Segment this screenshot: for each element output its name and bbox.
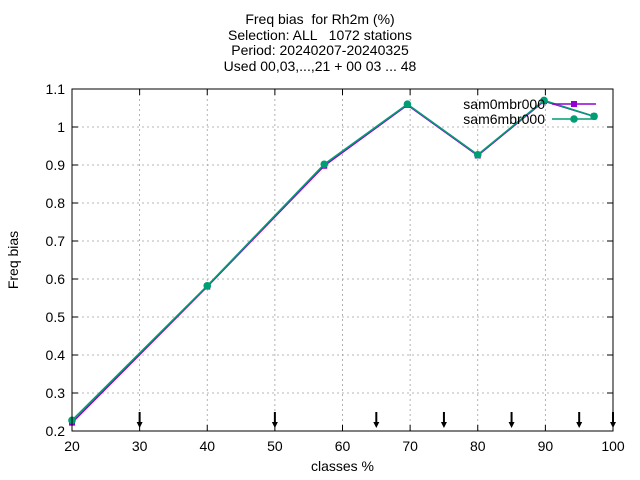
legend-marker <box>570 115 578 123</box>
title-line-4: Used 00,03,...,21 + 00 03 ... 48 <box>223 57 417 74</box>
y-tick-label: 0.8 <box>46 195 66 211</box>
x-tick-label: 30 <box>132 438 148 454</box>
y-tick-label: 0.5 <box>46 309 66 325</box>
chart-title: Freq bias for Rh2m (%) Selection: ALL 10… <box>0 11 640 74</box>
x-tick-label: 20 <box>64 438 80 454</box>
series-line <box>71 100 595 424</box>
series-point <box>473 150 482 159</box>
series-point <box>203 282 212 290</box>
series-point <box>320 160 329 169</box>
y-tick-label: 0.3 <box>46 385 66 401</box>
x-tick-label: 90 <box>538 438 554 454</box>
x-tick-label: 50 <box>267 438 283 454</box>
y-tick-label: 0.4 <box>46 347 66 363</box>
ticks: 20 30 40 50 60 70 80 90 100 0.2 0.3 0.4 0.5 0.6 0.7 0.8… <box>46 81 625 454</box>
x-tick-label: 100 <box>601 438 625 454</box>
legend-label: sam6mbr000 <box>463 111 545 127</box>
series-point <box>540 96 548 105</box>
x-tick-label: 40 <box>199 438 215 454</box>
class-marker-arrowhead <box>136 422 143 428</box>
grid <box>72 89 613 431</box>
series <box>68 96 598 426</box>
y-tick-label: 0.6 <box>46 271 66 287</box>
x-tick-label: 70 <box>402 438 418 454</box>
class-marker-arrowhead <box>508 422 515 428</box>
legend-label: sam0mbr000 <box>463 96 545 112</box>
series-line <box>71 99 595 421</box>
plot-frame <box>71 88 614 432</box>
legend-marker <box>571 101 577 107</box>
title-line-1: Freq bias for Rh2m (%) <box>245 11 395 27</box>
y-tick-label: 0.7 <box>46 233 66 249</box>
class-markers <box>136 412 616 428</box>
class-marker-arrowhead <box>373 422 380 428</box>
y-tick-label: 0.2 <box>46 423 66 439</box>
x-axis-label: classes % <box>311 458 374 474</box>
title-line-2: Selection: ALL 1072 stations <box>228 26 412 43</box>
class-marker-arrowhead <box>440 422 447 428</box>
class-marker-arrowhead <box>271 422 278 428</box>
y-tick-label: 1.1 <box>46 81 66 97</box>
title-line-3: Period: 20240207-20240325 <box>231 42 409 58</box>
y-axis-label: Freq bias <box>5 231 21 289</box>
y-tick-label: 1 <box>57 119 65 135</box>
x-tick-label: 80 <box>470 438 486 454</box>
x-tick-label: 60 <box>335 438 351 454</box>
class-marker-arrowhead <box>576 422 583 428</box>
series-point <box>403 100 412 108</box>
y-tick-label: 0.9 <box>46 157 66 173</box>
